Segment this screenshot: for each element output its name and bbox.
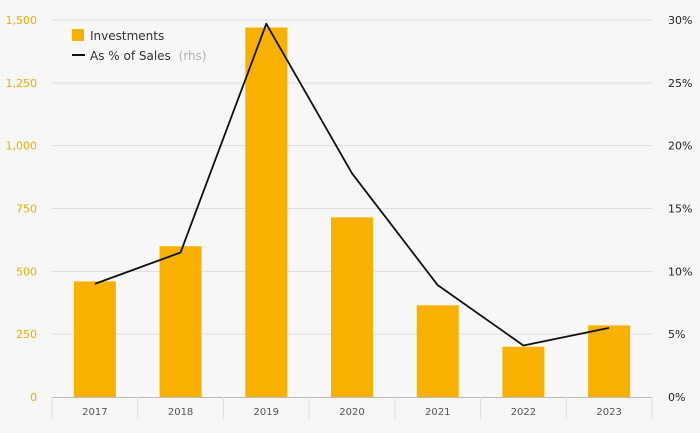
right-tick-label: 25% [668,77,692,90]
left-tick-label: 250 [16,328,37,341]
bar-2018 [159,246,202,397]
bar-2021 [416,305,459,397]
right-tick-label: 30% [668,14,692,27]
bar-2017 [73,281,116,397]
x-tick-label: 2017 [82,407,107,418]
x-tick-label: 2023 [596,407,621,418]
legend-label-sales-pct: As % of Sales [90,49,171,63]
legend-label-investments: Investments [90,29,164,43]
x-tick-label: 2021 [425,407,450,418]
left-tick-label: 1,500 [6,14,38,27]
bar-2023 [588,325,631,397]
left-tick-label: 750 [16,203,37,216]
legend-entry-sales-pct: As % of Sales (rhs) [90,49,207,63]
left-tick-label: 1,000 [6,140,38,153]
legend-label-rhs-note: (rhs) [179,49,207,63]
left-tick-label: 0 [30,391,37,404]
right-tick-label: 5% [668,328,685,341]
right-tick-label: 10% [668,265,692,278]
x-axis: 2017 2018 2019 2020 2021 2022 2023 [51,397,653,419]
legend: Investments As % of Sales (rhs) [72,29,207,63]
right-axis-ticks: 0% 5% 10% 15% 20% 25% 30% [668,14,692,404]
bar-2020 [331,217,373,397]
bar-2022 [502,346,545,397]
left-tick-label: 500 [16,265,37,278]
right-tick-label: 20% [668,140,692,153]
x-tick-label: 2019 [254,407,279,418]
bar-2019 [245,27,288,397]
line-sales-pct [94,22,610,347]
gridlines [52,19,652,335]
x-tick-label: 2022 [511,407,536,418]
x-tick-label: 2018 [168,407,193,418]
right-tick-label: 0% [668,391,685,404]
x-tick-label: 2020 [339,407,364,418]
left-axis-ticks: 0 250 500 750 1,000 1,250 1,500 [6,14,38,404]
bars [73,27,631,397]
line-series [94,22,610,347]
legend-swatch-investments [72,29,84,41]
left-tick-label: 1,250 [6,77,38,90]
right-tick-label: 15% [668,203,692,216]
